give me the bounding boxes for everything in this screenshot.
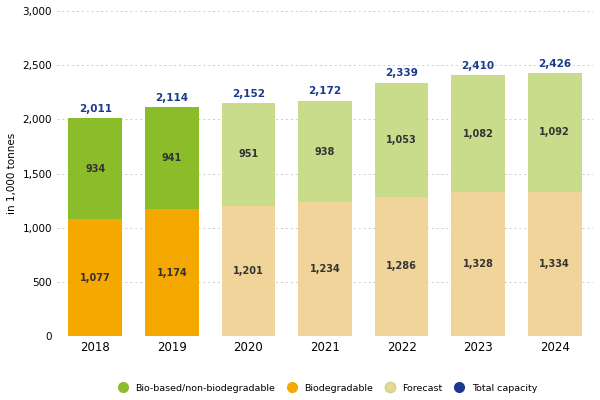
Text: 2,410: 2,410	[461, 60, 495, 70]
Text: 1,234: 1,234	[310, 264, 340, 274]
Bar	[375, 83, 428, 197]
Text: 2,114: 2,114	[155, 92, 188, 102]
Bar	[298, 202, 352, 336]
Text: 941: 941	[162, 153, 182, 163]
Text: 1,092: 1,092	[539, 127, 570, 137]
Y-axis label: in 1,000 tonnes: in 1,000 tonnes	[7, 133, 17, 214]
Text: 2,172: 2,172	[308, 86, 341, 96]
Text: 1,082: 1,082	[463, 128, 494, 138]
Bar	[451, 192, 505, 336]
Text: 1,174: 1,174	[157, 268, 187, 278]
Bar	[221, 103, 275, 206]
Text: 951: 951	[238, 150, 259, 160]
Bar	[145, 107, 199, 209]
Text: 1,077: 1,077	[80, 273, 110, 283]
Bar	[375, 197, 428, 336]
Text: 2,426: 2,426	[538, 59, 571, 69]
Bar	[298, 101, 352, 202]
Text: 1,334: 1,334	[539, 259, 570, 269]
Bar	[451, 75, 505, 192]
Text: 1,328: 1,328	[463, 259, 494, 269]
Text: 1,286: 1,286	[386, 262, 417, 272]
Bar	[528, 192, 581, 336]
Legend: Bio-based/non-biodegradable, Biodegradable, Forecast, Total capacity: Bio-based/non-biodegradable, Biodegradab…	[109, 380, 541, 396]
Text: 1,053: 1,053	[386, 135, 417, 145]
Text: 934: 934	[85, 164, 106, 174]
Text: 2,339: 2,339	[385, 68, 418, 78]
Text: 2,152: 2,152	[232, 88, 265, 98]
Bar	[68, 118, 122, 220]
Bar	[528, 73, 581, 192]
Text: 1,201: 1,201	[233, 266, 264, 276]
Text: 938: 938	[315, 146, 335, 156]
Bar	[221, 206, 275, 336]
Bar	[68, 220, 122, 336]
Bar	[145, 209, 199, 336]
Text: 2,011: 2,011	[79, 104, 112, 114]
